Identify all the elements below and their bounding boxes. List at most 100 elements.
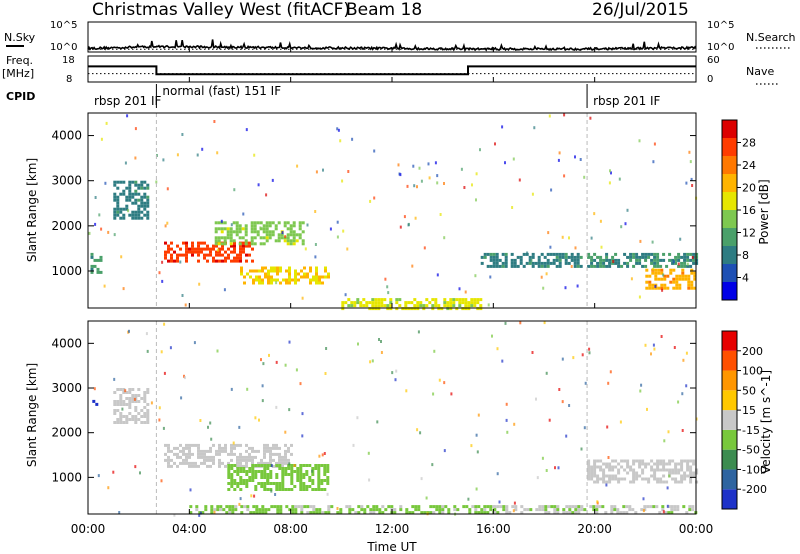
- velocity-noise: [545, 469, 548, 472]
- velocity-noise: [199, 511, 202, 515]
- power-cell: [229, 239, 233, 243]
- power-cell: [356, 301, 360, 305]
- power-cell: [241, 236, 245, 240]
- velocity-cell: [122, 388, 126, 391]
- power-cell: [125, 204, 129, 208]
- power-cell: [218, 247, 221, 251]
- velocity-noise: [311, 469, 314, 473]
- power-noise: [434, 161, 437, 165]
- power-cell: [546, 258, 550, 262]
- nsearch-tick-bottom: 10^0: [707, 42, 734, 53]
- velocity-cell: [308, 464, 312, 467]
- power-noise: [564, 286, 567, 290]
- power-cell: [461, 307, 465, 311]
- velocity-cell: [284, 467, 288, 470]
- power-cell: [164, 253, 167, 257]
- power-cell: [113, 216, 117, 220]
- power-noise: [134, 127, 137, 131]
- power-cell: [297, 272, 300, 276]
- velocity-cell: [614, 465, 618, 469]
- velocity-cell: [644, 477, 648, 481]
- velocity-cell: [299, 473, 303, 476]
- velocity-cell: [523, 508, 527, 512]
- velocity-cell: [610, 511, 614, 515]
- power-cell: [383, 304, 387, 308]
- power-cell: [96, 258, 100, 262]
- velocity-cell: [281, 464, 284, 468]
- power-cell: [239, 250, 242, 254]
- power-cell: [289, 242, 293, 246]
- power-noise: [558, 151, 561, 155]
- power-cell: [248, 244, 251, 248]
- velocity-colorbar-tick-label: -50: [742, 444, 760, 457]
- power-cell: [656, 252, 660, 256]
- power-cell: [250, 230, 254, 234]
- velocity-cell: [483, 505, 487, 509]
- velocity-cell: [176, 446, 179, 450]
- velocity-cell: [140, 397, 144, 400]
- power-cell: [230, 244, 233, 248]
- velocity-cell: [263, 467, 267, 470]
- velocity-cell: [198, 511, 202, 515]
- velocity-cell: [465, 505, 469, 509]
- velocity-cell: [281, 473, 285, 476]
- power-cell: [288, 269, 291, 273]
- power-noise: [369, 199, 372, 203]
- velocity-colorbar-tick-label: 200: [742, 345, 763, 358]
- power-cell: [223, 227, 227, 231]
- power-cell: [252, 281, 255, 285]
- velocity-cell: [691, 508, 695, 512]
- power-cell: [608, 261, 612, 265]
- power-cell: [638, 255, 642, 259]
- power-cell: [246, 272, 249, 276]
- power-noise: [124, 161, 127, 165]
- power-noise: [242, 212, 245, 216]
- velocity-noise: [519, 321, 522, 325]
- power-cell: [531, 252, 535, 256]
- velocity-cell: [230, 473, 234, 476]
- power-cell: [407, 307, 411, 311]
- velocity-cell: [281, 476, 285, 479]
- power-cell: [629, 252, 633, 256]
- power-cell: [90, 255, 94, 259]
- velocity-noise: [642, 509, 645, 513]
- nsearch-tick-top: 10^5: [707, 20, 734, 31]
- power-cell: [489, 264, 493, 268]
- power-cell: [632, 255, 636, 259]
- power-cell: [528, 258, 532, 262]
- velocity-cell: [167, 455, 170, 459]
- power-cell: [596, 264, 600, 268]
- velocity-cell: [602, 480, 606, 484]
- velocity-cell: [357, 511, 361, 515]
- power-cell: [350, 301, 354, 305]
- velocity-cell: [119, 418, 123, 421]
- power-cell: [218, 250, 221, 254]
- power-cell: [657, 286, 661, 290]
- power-cell: [303, 266, 306, 270]
- velocity-cell: [182, 461, 185, 465]
- power-cell: [629, 255, 633, 259]
- velocity-cell: [641, 462, 645, 466]
- velocity-cell: [260, 464, 264, 467]
- velocity-cell: [197, 464, 200, 468]
- power-cell: [286, 227, 290, 231]
- velocity-noise: [326, 492, 329, 496]
- velocity-noise: [475, 433, 478, 437]
- velocity-heatmap: [92, 321, 699, 517]
- velocity-cell: [263, 446, 266, 450]
- power-cell: [374, 307, 378, 311]
- velocity-noise: [238, 425, 241, 429]
- power-cell: [167, 244, 170, 248]
- velocity-cell: [137, 388, 141, 391]
- velocity-cell: [125, 391, 129, 394]
- velocity-cell: [263, 452, 266, 456]
- velocity-noise: [230, 387, 233, 391]
- power-cell: [617, 258, 621, 262]
- power-cell: [611, 255, 615, 259]
- power-cell: [239, 253, 242, 257]
- velocity-cell: [236, 482, 240, 485]
- velocity-cell: [236, 473, 240, 476]
- velocity-noise: [239, 497, 242, 501]
- power-cell: [131, 210, 135, 214]
- power-cell: [221, 247, 224, 251]
